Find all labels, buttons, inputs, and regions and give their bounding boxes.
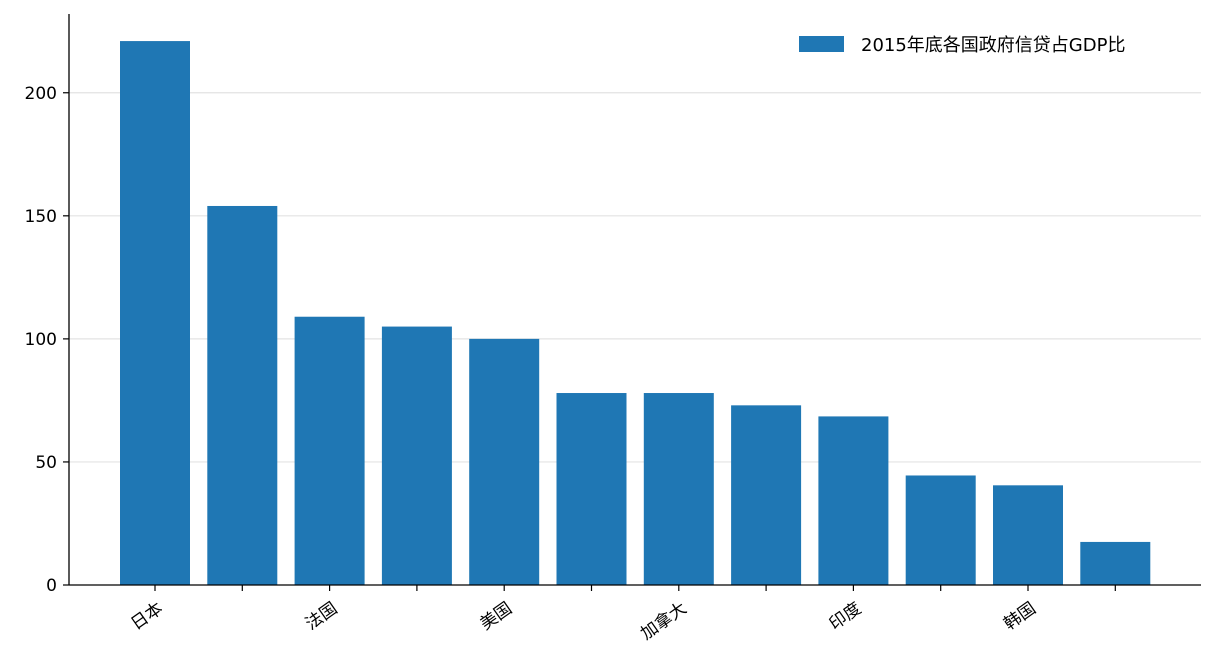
bar xyxy=(469,338,540,585)
y-tick-label: 50 xyxy=(35,453,57,473)
axes xyxy=(68,14,1201,586)
bar xyxy=(294,316,365,585)
y-tick-label: 200 xyxy=(25,84,57,104)
legend-swatch xyxy=(799,36,844,52)
x-ticks: 日本 法国 美国 加拿大 印度 韩国 xyxy=(127,585,1116,644)
bar xyxy=(643,393,714,585)
y-tick-label: 0 xyxy=(46,576,57,596)
x-tick-label: 印度 xyxy=(826,599,865,635)
bar xyxy=(818,416,889,585)
x-tick-label: 韩国 xyxy=(1000,599,1039,635)
y-tick-label: 100 xyxy=(25,330,57,350)
x-tick-label: 日本 xyxy=(127,599,166,635)
x-tick-label: 美国 xyxy=(477,599,516,635)
legend: 2015年底各国政府信贷占GDP比 xyxy=(799,35,1125,56)
x-tick-label: 加拿大 xyxy=(637,598,691,644)
bars xyxy=(120,41,1151,586)
bar xyxy=(1080,541,1151,585)
x-tick-label: 法国 xyxy=(302,599,341,635)
bar xyxy=(556,393,627,585)
bar xyxy=(207,205,278,586)
bar xyxy=(993,485,1063,585)
bar xyxy=(381,326,452,585)
y-ticks: 0 50 100 150 200 xyxy=(25,84,69,596)
bar xyxy=(905,475,976,585)
bar xyxy=(120,41,190,585)
bar xyxy=(731,405,802,585)
legend-label: 2015年底各国政府信贷占GDP比 xyxy=(861,35,1125,56)
y-tick-label: 150 xyxy=(25,207,57,227)
